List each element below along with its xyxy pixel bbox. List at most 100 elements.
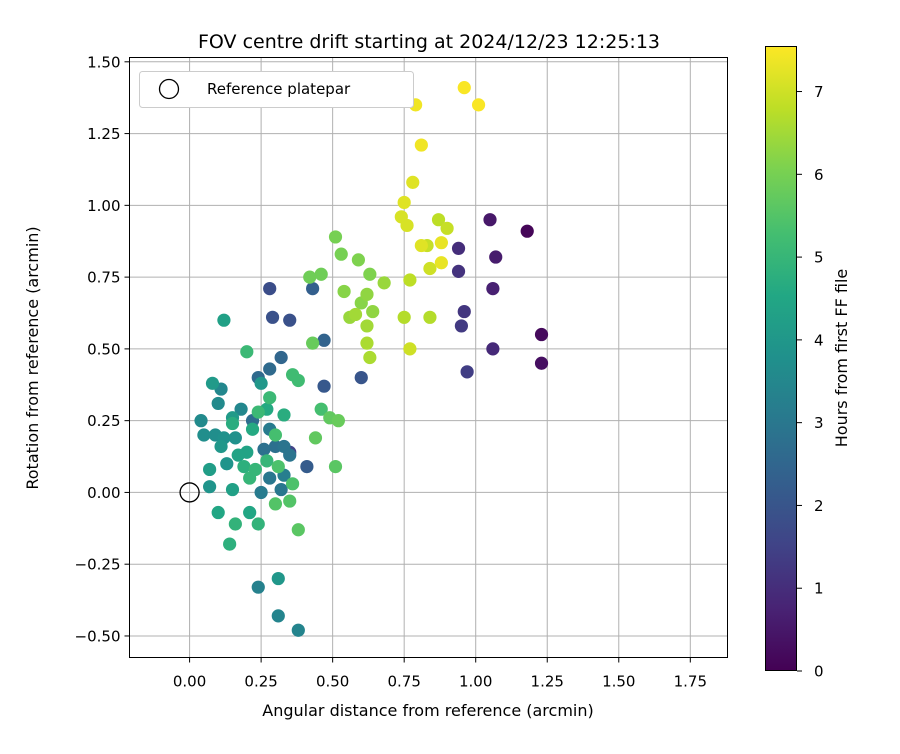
colorbar-tick-label: 3: [814, 414, 824, 432]
data-point: [360, 287, 374, 301]
y-tick-label: 0.00: [87, 484, 120, 502]
data-point: [314, 267, 328, 281]
x-tick-label: 1.25: [531, 673, 564, 691]
data-point: [331, 414, 345, 428]
y-tick-label: 0.75: [87, 269, 120, 287]
data-point: [243, 505, 257, 520]
data-point: [431, 213, 446, 227]
data-point: [231, 448, 245, 462]
data-point: [303, 270, 317, 284]
data-point: [263, 471, 277, 485]
data-point: [366, 304, 380, 319]
data-point: [237, 459, 251, 474]
data-point: [397, 195, 411, 210]
data-point: [406, 175, 420, 189]
legend-reference-label: Reference platepar: [207, 80, 351, 98]
colorbar: 0 1 2 3 4 5 6 7 Hours from first FF file: [765, 46, 851, 681]
data-point: [203, 480, 217, 494]
data-point: [263, 282, 277, 296]
data-point: [351, 253, 365, 267]
data-point: [414, 138, 428, 152]
data-point: [360, 319, 374, 333]
data-point: [403, 273, 417, 287]
data-point: [225, 482, 240, 497]
data-point: [268, 428, 283, 442]
data-point: [228, 431, 242, 445]
data-point: [254, 376, 268, 390]
data-point: [265, 310, 280, 324]
data-point: [457, 81, 471, 95]
data-point: [251, 580, 265, 594]
data-point: [268, 497, 283, 511]
data-point: [254, 485, 268, 500]
data-point: [271, 609, 285, 623]
data-point: [306, 282, 320, 296]
data-point: [260, 454, 274, 468]
y-tick-label: 0.25: [87, 412, 120, 430]
legend-box: [139, 71, 414, 108]
data-point: [248, 462, 262, 477]
x-tick-label: 0.25: [244, 673, 277, 691]
data-point: [377, 276, 391, 290]
data-point: [308, 431, 323, 445]
data-point: [306, 336, 320, 350]
data-point: [451, 241, 466, 256]
data-point: [348, 307, 363, 322]
y-tick-label: 0.50: [87, 340, 120, 358]
data-point: [534, 356, 549, 370]
y-tick-label: 1.00: [87, 197, 120, 215]
data-point: [217, 313, 231, 327]
data-point: [489, 250, 503, 264]
data-point: [403, 342, 417, 356]
data-points: [194, 81, 549, 637]
data-point: [234, 402, 248, 416]
data-point: [257, 442, 271, 456]
colorbar-tick-label: 5: [814, 249, 824, 267]
legend: Reference platepar: [139, 71, 414, 108]
data-point: [400, 218, 414, 233]
x-tick-label: 1.50: [602, 673, 635, 691]
colorbar-tick-label: 4: [814, 331, 824, 349]
data-point: [225, 416, 240, 431]
colorbar-ticks: 0 1 2 3 4 5 6 7: [797, 83, 824, 681]
data-point: [434, 236, 448, 250]
data-point: [291, 623, 305, 637]
data-point: [283, 494, 297, 508]
y-axis-ticks: −0.50 −0.25 0.00 0.25 0.50 0.75 1.00 1.25 1.50: [75, 53, 130, 645]
data-point: [251, 517, 265, 531]
data-point: [211, 505, 225, 520]
x-axis-ticks: 0.00 0.25 0.50 0.75 1.00 1.25 1.50 1.75: [173, 657, 707, 691]
colorbar-tick-label: 2: [814, 497, 824, 515]
data-point: [263, 391, 277, 405]
data-point: [486, 342, 500, 356]
data-point: [486, 282, 500, 296]
data-point: [534, 327, 549, 342]
x-tick-label: 0.50: [316, 673, 349, 691]
x-tick-label: 1.75: [674, 673, 707, 691]
data-point: [228, 517, 242, 531]
y-tick-label: −0.50: [75, 627, 121, 645]
data-point: [283, 313, 297, 327]
data-point: [360, 336, 374, 350]
data-point: [214, 439, 228, 454]
reference-marker-layer: [179, 482, 200, 503]
y-axis-label: Rotation from reference (arcmin): [23, 226, 42, 489]
data-point: [220, 457, 234, 471]
data-point: [283, 448, 297, 462]
colorbar-gradient: [765, 46, 797, 671]
data-point: [483, 213, 497, 227]
chart-title: FOV centre drift starting at 2024/12/23 …: [198, 31, 660, 53]
colorbar-tick-label: 1: [814, 580, 824, 598]
data-point: [434, 256, 448, 270]
data-point: [363, 267, 377, 281]
data-point: [471, 98, 486, 112]
data-point: [277, 408, 291, 422]
data-point: [223, 537, 237, 551]
colorbar-tick-label: 0: [814, 663, 824, 681]
data-point: [300, 459, 314, 474]
data-point: [251, 405, 265, 419]
data-point: [363, 350, 377, 365]
data-point: [240, 345, 254, 359]
legend-reference-marker: [158, 78, 180, 100]
